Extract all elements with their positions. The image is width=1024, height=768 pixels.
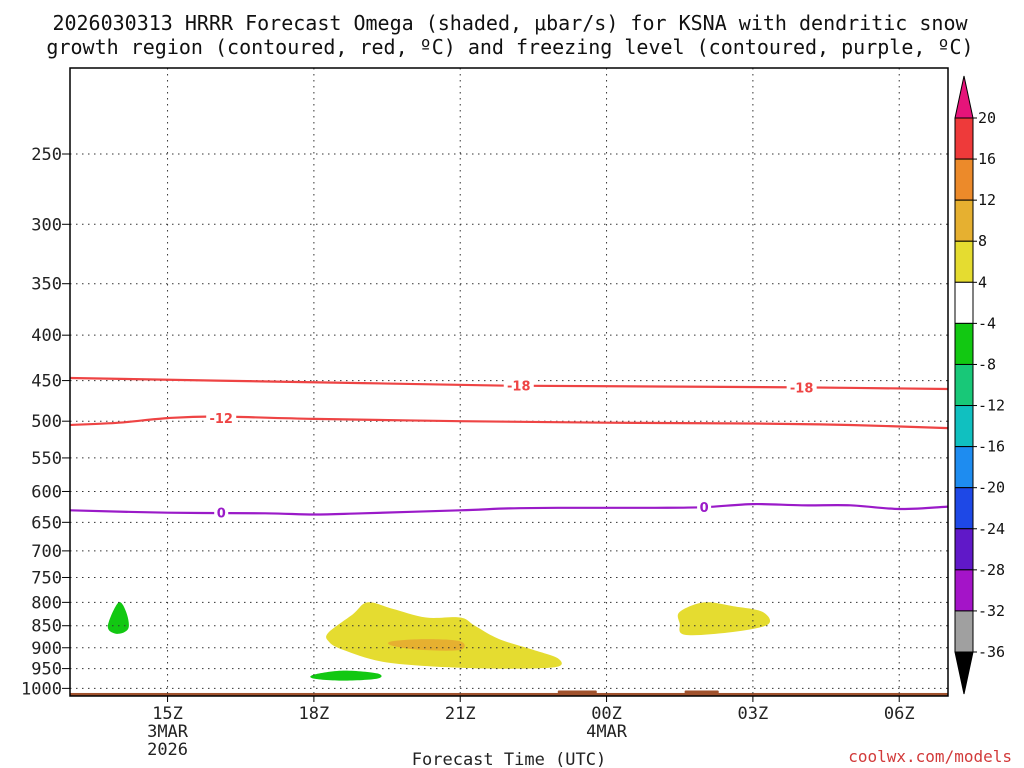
omega-region-2	[677, 602, 771, 636]
colorbar-swatch-0	[954, 117, 974, 160]
colorbar-label-13: -36	[978, 643, 1005, 661]
colorbar-swatch-8	[954, 446, 974, 489]
y-tick-label-550: 550	[31, 449, 62, 469]
colorbar-swatch-7	[954, 405, 974, 448]
colorbar-label-5: -4	[978, 314, 996, 332]
colorbar-label-7: -12	[978, 397, 1005, 415]
surface-band	[70, 692, 948, 696]
x-tick-label-03Z: 03Z	[738, 704, 769, 724]
x-tick-label-21Z: 21Z	[445, 704, 476, 724]
colorbar-swatch-12	[954, 610, 974, 653]
x-tick-sublabel-15Z-1: 2026	[147, 740, 188, 760]
y-tick-label-400: 400	[31, 326, 62, 346]
x-tick-label-00Z: 00Z	[591, 704, 622, 724]
contour-label-0: -18	[507, 380, 531, 395]
contour-label-bg-1	[786, 379, 817, 396]
colorbar-label-2: 12	[978, 191, 996, 209]
colorbar-swatch-1	[954, 158, 974, 201]
y-tick-label-450: 450	[31, 372, 62, 392]
y-tick-label-600: 600	[31, 482, 62, 502]
surface-bump-1	[684, 690, 719, 694]
chart-title-line-2: growth region (contoured, red, ºC) and f…	[46, 35, 973, 59]
x-tick-sublabel-15Z-0: 3MAR	[147, 722, 189, 742]
colorbar-swatch-5	[954, 322, 974, 365]
surface-terrain	[70, 690, 948, 696]
y-tick-label-650: 650	[31, 513, 62, 533]
x-tick-label-15Z: 15Z	[152, 704, 183, 724]
contour-label-bg-3	[214, 504, 229, 521]
y-tick-label-750: 750	[31, 568, 62, 588]
y-tick-label-950: 950	[31, 660, 62, 680]
y-tick-label-700: 700	[31, 542, 62, 562]
colorbar-label-11: -28	[978, 561, 1005, 579]
plot-frame	[69, 67, 949, 697]
colorbar-label-8: -16	[978, 438, 1005, 456]
contour-label-1: -18	[790, 381, 814, 396]
y-tick-label-1000: 1000	[21, 679, 62, 699]
colorbar-swatch-10	[954, 528, 974, 571]
x-tick-label-06Z: 06Z	[884, 704, 915, 724]
y-tick-label-350: 350	[31, 275, 62, 295]
colorbar-swatch-6	[954, 363, 974, 407]
x-tick-sublabel-00Z-0: 4MAR	[586, 722, 628, 742]
y-tick-label-900: 900	[31, 639, 62, 659]
contour-label-bg-4	[697, 499, 712, 516]
surface-bump-0	[557, 690, 597, 694]
y-tick-label-500: 500	[31, 412, 62, 432]
colorbar-label-4: 4	[978, 273, 987, 291]
colorbar-label-10: -24	[978, 520, 1005, 538]
x-axis-label: Forecast Time (UTC)	[412, 750, 606, 768]
contour-label-bg-0	[503, 377, 534, 394]
chart-title-line-1: 2026030313 HRRR Forecast Omega (shaded, …	[52, 11, 968, 35]
colorbar-swatch-4	[954, 281, 974, 324]
colorbar-swatch-2	[954, 199, 974, 242]
colorbar-label-1: 16	[978, 150, 996, 168]
contour-labels: -18 -18 -12 0 0	[206, 377, 817, 522]
contour-lines	[69, 376, 949, 516]
colorbar-top-arrow	[954, 75, 974, 119]
y-tick-label-850: 850	[31, 617, 62, 637]
omega-region-4	[310, 670, 382, 681]
y-tick-label-800: 800	[31, 593, 62, 613]
dendritic-contour-1	[69, 415, 949, 430]
y-tick-label-300: 300	[31, 215, 62, 235]
omega-region-0	[326, 602, 562, 669]
colorbar-swatch-9	[954, 487, 974, 530]
contour-label-bg-2	[206, 410, 237, 427]
contour-label-4: 0	[700, 501, 709, 516]
colorbar-label-12: -32	[978, 602, 1005, 620]
colorbar-label-0: 20	[978, 109, 996, 127]
omega-colorbar: 20 16 12 8 4 -4 -8 -12 -16 -20 -24 -28 -32 -36	[954, 75, 1005, 695]
colorbar-label-3: 8	[978, 232, 987, 250]
pressure-axis: 2503003504004505005506006507007508008509…	[21, 145, 70, 699]
colorbar-bottom-arrow	[954, 651, 974, 695]
x-tick-label-18Z: 18Z	[299, 704, 330, 724]
contour-label-3: 0	[217, 507, 226, 522]
omega-region-3	[107, 602, 129, 634]
colorbar-swatch-11	[954, 569, 974, 612]
colorbar-swatch-3	[954, 240, 974, 283]
colorbar-label-6: -8	[978, 355, 996, 373]
freezing-contour-2	[69, 502, 949, 516]
colorbar-label-9: -20	[978, 479, 1005, 497]
credit-text: coolwx.com/models	[848, 747, 1012, 766]
contour-label-2: -12	[209, 412, 233, 427]
y-tick-label-250: 250	[31, 145, 62, 165]
